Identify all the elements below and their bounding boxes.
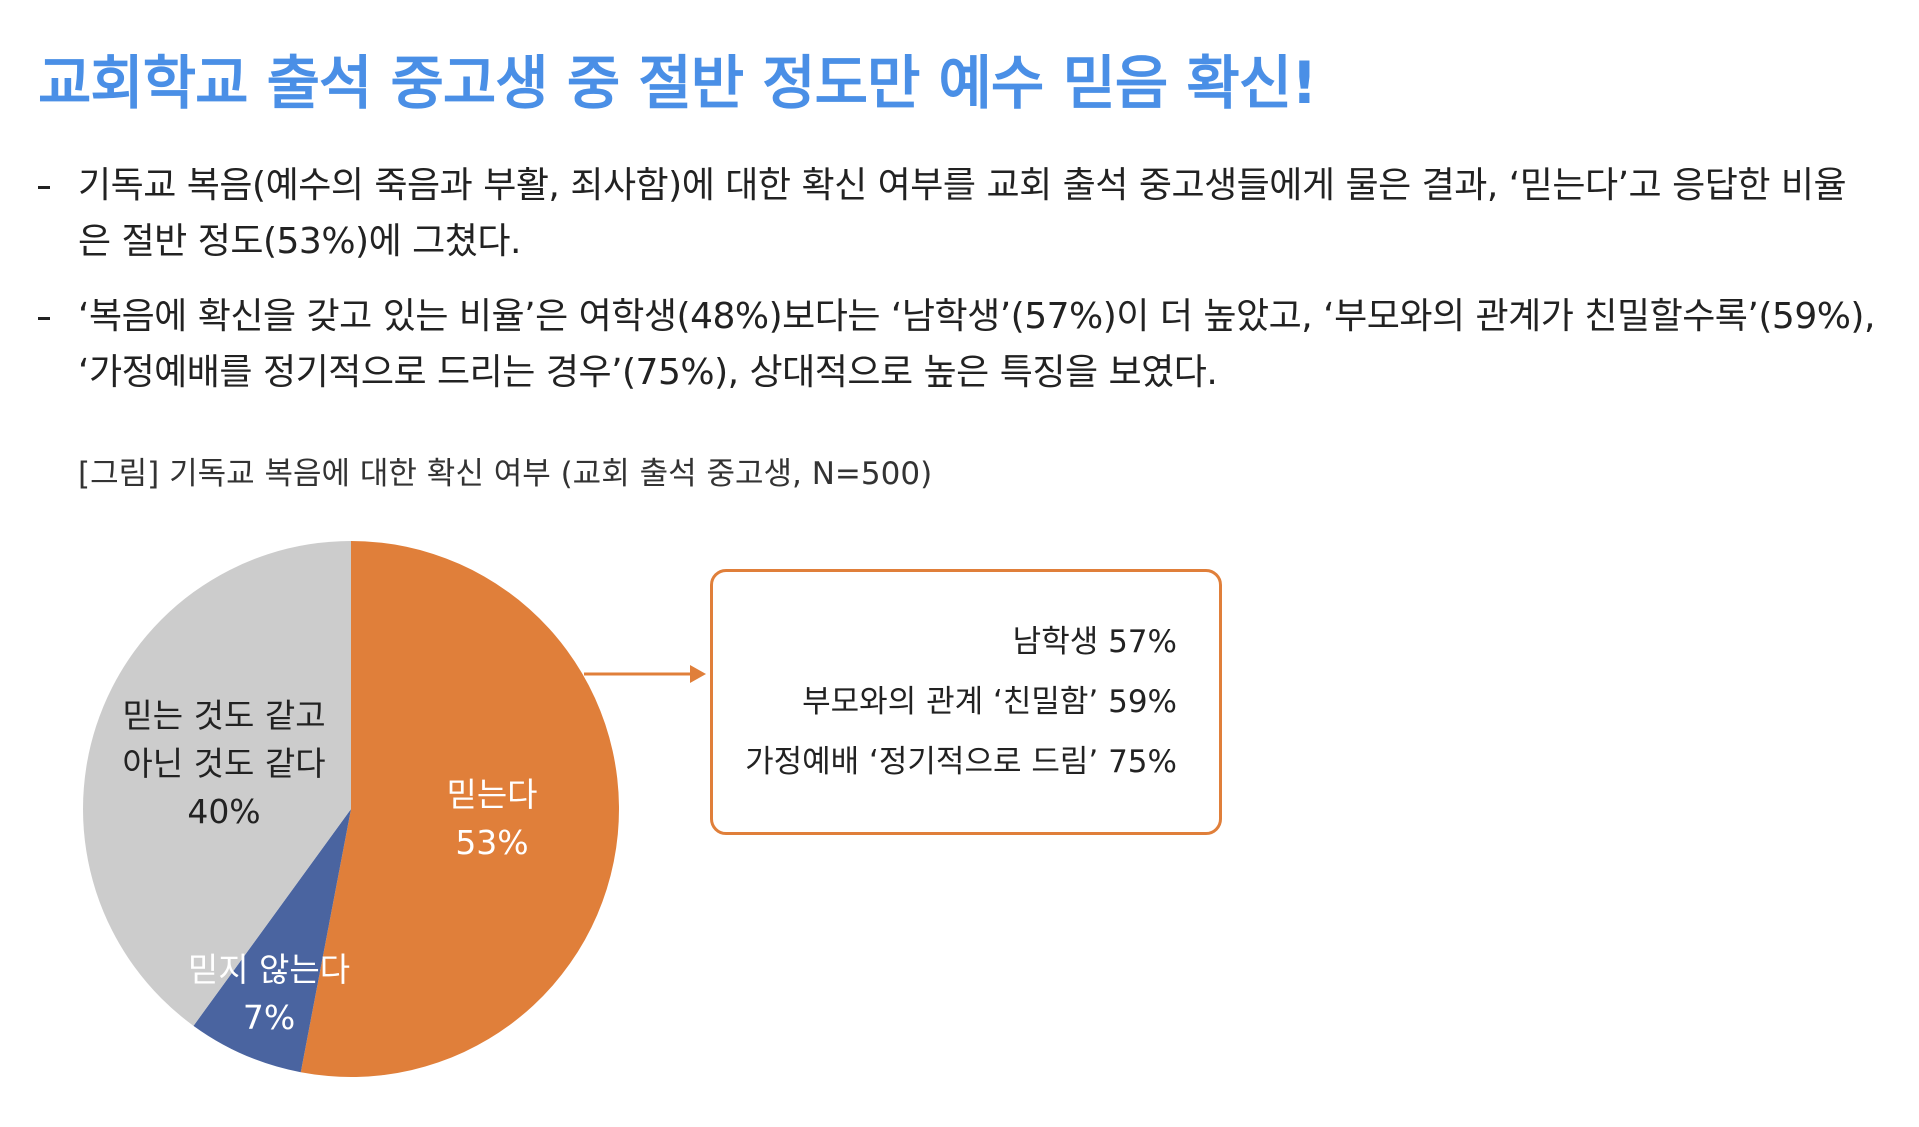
pie-slice <box>193 809 351 1073</box>
slice-value: 53% <box>455 823 529 862</box>
slice-category: 믿는 것도 같고 아닌 것도 같다 <box>122 696 326 783</box>
callout-text: 가정예배 ‘정기적으로 드림’ 75% <box>745 744 1177 780</box>
bullet: ‘복음에 확신을 갖고 있는 비율’은 여학생(48%)보다는 ‘남학생’(57… <box>38 289 1878 401</box>
arrow-head <box>690 665 706 683</box>
callout-box <box>710 569 1222 835</box>
slice-category: 믿는다 <box>446 775 538 814</box>
bullet-dash <box>38 317 50 320</box>
slice-category: 믿지 않는다 <box>187 950 351 989</box>
bullet: 기독교 복음(예수의 죽음과 부활, 죄사함)에 대한 확신 여부를 교회 출석… <box>38 158 1878 270</box>
slice-label: 믿는 것도 같고 아닌 것도 같다 40% <box>122 692 325 836</box>
pie-slice <box>300 541 620 1077</box>
slice-value: 7% <box>242 998 296 1037</box>
title: 교회학교 출석 중고생 중 절반 정도만 예수 믿음 확신! <box>38 49 1318 117</box>
bullet-text: ‘복음에 확신을 갖고 있는 비율’은 여학생(48%)보다는 ‘남학생’(57… <box>78 296 1875 393</box>
pie-slice <box>83 541 352 1026</box>
bullet-text: 기독교 복음(예수의 죽음과 부활, 죄사함)에 대한 확신 여부를 교회 출석… <box>78 165 1847 262</box>
caption: [그림] 기독교 복음에 대한 확신 여부 (교회 출석 중고생, N=500) <box>78 456 933 492</box>
callout-text: 남학생 57% <box>1012 624 1177 660</box>
callout-text: 부모와의 관계 ‘친밀함’ 59% <box>802 684 1177 720</box>
slice-label: 믿지 않는다 7% <box>188 946 350 1042</box>
slice-value: 40% <box>187 792 261 831</box>
bullet-dash <box>38 186 50 189</box>
slice-label: 믿는다 53% <box>446 771 537 867</box>
